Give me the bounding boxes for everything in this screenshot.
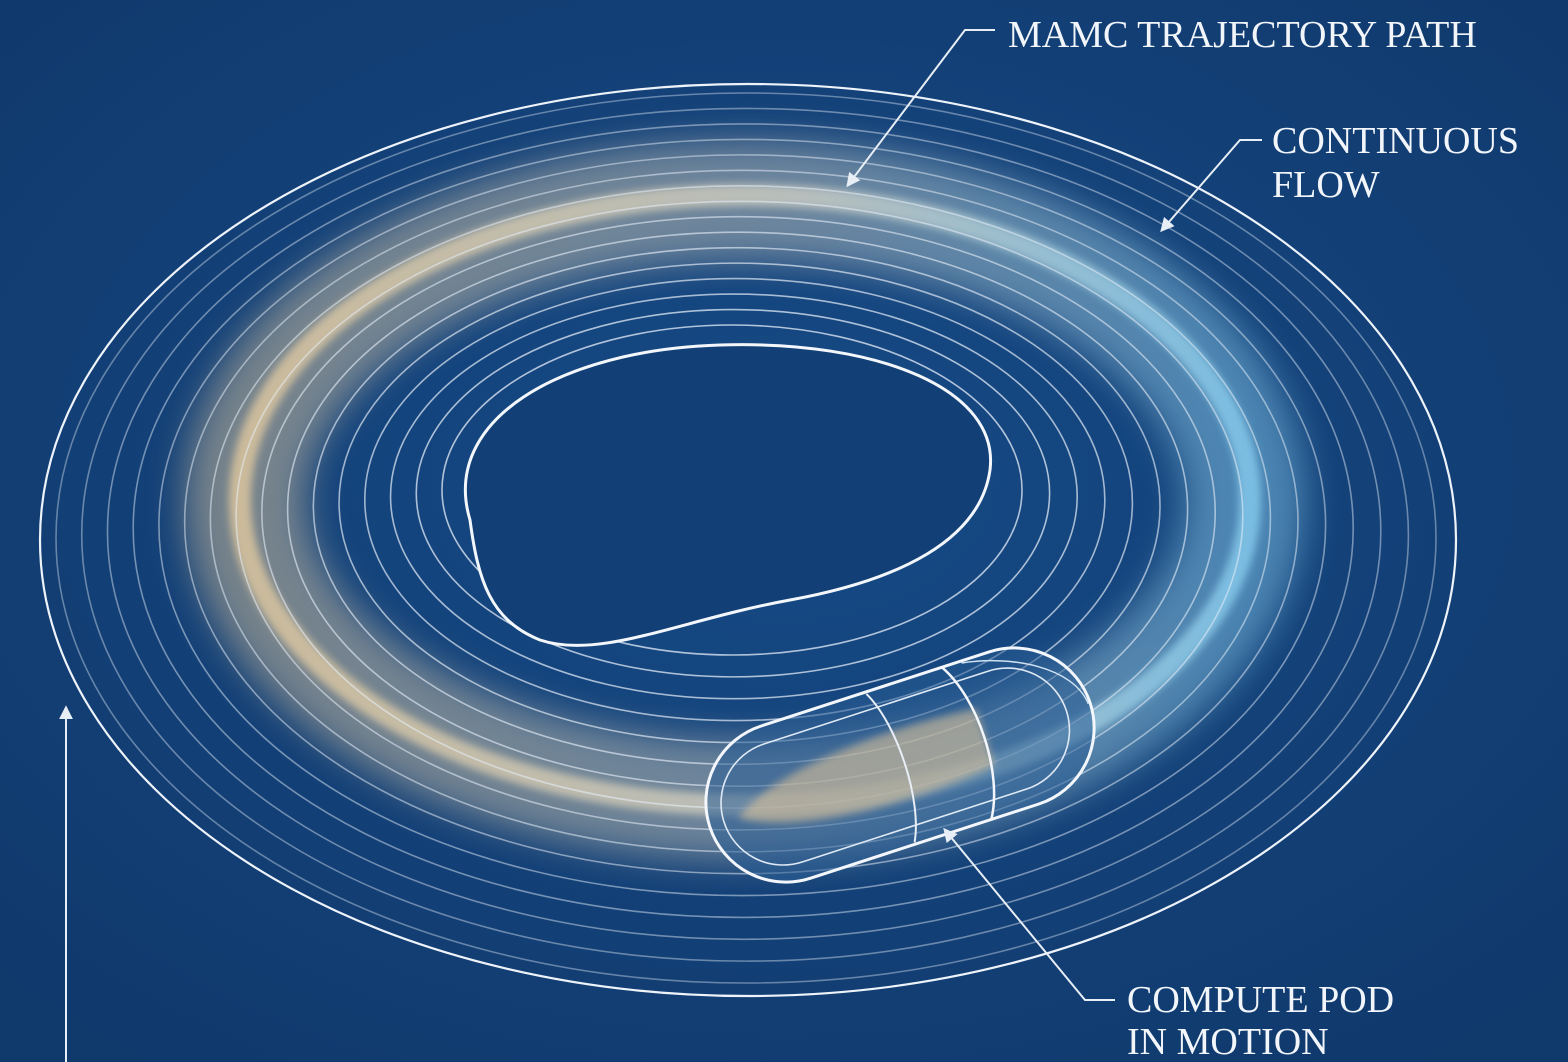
leader-line xyxy=(1160,139,1262,233)
label: MAMC TRAJECTORY PATH xyxy=(1008,14,1477,56)
label: IN MOTION xyxy=(1127,1021,1329,1062)
ring xyxy=(441,324,1023,656)
compute-pod xyxy=(704,646,1096,884)
leader-line xyxy=(846,29,995,188)
ring xyxy=(55,92,1437,984)
ring xyxy=(106,123,1382,941)
ring xyxy=(389,293,1078,700)
ring xyxy=(158,154,1327,897)
label: COMPUTE POD xyxy=(1127,979,1394,1021)
ring xyxy=(80,107,1410,962)
ring xyxy=(363,277,1106,722)
inner-loop xyxy=(463,343,993,647)
ring xyxy=(183,169,1299,875)
ring xyxy=(415,308,1051,678)
label: CONTINUOUS xyxy=(1272,120,1519,162)
outer-ring xyxy=(38,82,1458,998)
leader-line xyxy=(943,827,1115,1001)
label: FLOW xyxy=(1272,164,1380,206)
ring xyxy=(132,138,1355,919)
